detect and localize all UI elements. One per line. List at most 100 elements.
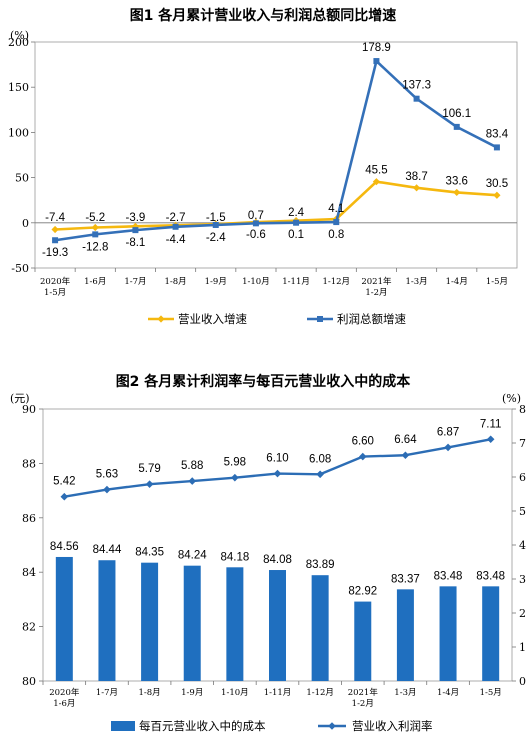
chart1-revenue-data-label: -5.2	[85, 212, 105, 224]
chart2-margin-data-label: 7.11	[480, 418, 502, 430]
chart2-cost-bar	[396, 589, 414, 681]
chart1-profit-data-label: 0.1	[288, 229, 304, 241]
chart2-margin-data-label: 5.88	[181, 460, 203, 472]
chart1-profit-data-label: 83.4	[486, 128, 509, 140]
chart1-xtick-label: 1-8月	[164, 277, 186, 287]
chart2-margin-data-label: 6.64	[394, 434, 417, 446]
chart2-cost-bar	[141, 562, 159, 681]
chart1-xtick-label: 1-5月	[486, 277, 508, 287]
chart2-cost-data-label: 83.48	[434, 570, 463, 582]
chart2-xtick-label: 1-11月	[264, 688, 292, 698]
chart1-revenue-data-label: 38.7	[405, 171, 427, 183]
chart2-margin-data-label: 6.87	[437, 426, 459, 438]
chart1-revenue-data-label: -3.9	[126, 212, 146, 224]
chart2-title: 图2 各月累计利润率与每百元营业收入中的成本	[116, 373, 412, 390]
chart2-y2tick-label: 8	[519, 403, 526, 416]
chart2-y2tick-label: 4	[519, 539, 526, 552]
chart1-ytick-label: -50	[11, 262, 29, 275]
chart1-series-line-revenue	[55, 180, 498, 231]
chart1-xtick-label: 2020年 1-5月	[40, 276, 71, 298]
chart2-y2tick-label: 0	[519, 675, 526, 688]
chart1-revenue-point	[372, 178, 381, 186]
chart2-cost-bar	[55, 556, 73, 681]
chart2-margin-data-label: 5.98	[224, 457, 246, 469]
chart1-ytick-label: 100	[8, 126, 29, 139]
chart2-y2tick-label: 5	[519, 505, 526, 518]
chart2-ylabel: (元)	[10, 392, 30, 405]
chart1-revenue-data-label: 33.6	[446, 175, 468, 187]
chart1-ytick-label: 50	[15, 172, 29, 185]
chart2-margin-point	[401, 451, 410, 460]
chart2-y2tick-label: 1	[519, 641, 526, 654]
chart1-profit-point	[413, 95, 420, 102]
chart2-margin-point	[273, 469, 282, 478]
chart1-revenue-data-label: 4.1	[328, 203, 344, 215]
chart1-profit-data-label: 137.3	[402, 80, 431, 92]
chart2-y2tick-label: 3	[519, 573, 526, 586]
chart1-xtick-label: 2021年 1-2月	[361, 276, 392, 298]
chart2-xtick-label: 1-12月	[306, 688, 334, 698]
chart1-revenue-data-label: -2.7	[166, 212, 186, 224]
chart1-revenue-point	[493, 191, 501, 199]
chart2-margin-point	[444, 443, 452, 452]
chart1-legend-label-revenue: 营业收入增速	[178, 312, 247, 326]
chart2-cost-bar	[98, 560, 116, 681]
chart2-margin-point	[231, 473, 239, 482]
chart1-revenue-point	[51, 225, 59, 234]
chart2-cost-data-label: 83.48	[476, 570, 505, 582]
chart1-xtick-label: 1-10月	[242, 277, 270, 287]
chart2-margin-point	[486, 435, 495, 444]
chart1-ytick-label: 150	[8, 81, 29, 94]
chart2-xtick-label: 2021年 1-2月	[348, 687, 379, 709]
chart1-revenue-point	[91, 223, 99, 232]
chart2-margin-data-label: 5.42	[53, 476, 75, 488]
chart1-profit-point	[252, 220, 259, 227]
chart2-xtick-label: 1-4月	[437, 688, 459, 698]
chart1-revenue-data-label: 45.5	[365, 165, 387, 177]
chart1-profit-data-label: -2.4	[206, 232, 226, 244]
chart2-ytick-label: 80	[22, 675, 36, 688]
chart1-revenue-data-label: 30.5	[486, 178, 508, 190]
chart2-ytick-label: 84	[22, 566, 36, 579]
chart2-cost-data-label: 84.35	[135, 547, 164, 559]
chart2-margin-point	[358, 452, 367, 461]
chart2-cost-bar	[482, 586, 500, 681]
chart2-margin-data-label: 6.08	[309, 453, 331, 465]
chart1-xtick-label: 1-12月	[322, 277, 350, 287]
chart1-xtick-label: 1-4月	[446, 277, 468, 287]
chart1-xtick-label: 1-6月	[84, 277, 106, 287]
chart2-cost-bar	[354, 601, 372, 681]
chart1-profit-point	[52, 237, 59, 244]
chart2-cost-bar	[311, 575, 329, 681]
chart1-profit-point	[453, 123, 460, 130]
chart1-ytick-label: 200	[8, 36, 29, 49]
chart2-margin-point	[60, 492, 69, 501]
chart1-legend-label-profit: 利润总额增速	[337, 312, 406, 326]
chart2-ytick-label: 86	[22, 512, 36, 525]
chart1-revenue-data-label: -7.4	[45, 212, 65, 224]
chart2-cost-bar	[269, 570, 286, 681]
chart1-revenue-data-label: 0.7	[248, 210, 264, 222]
chart1-series-line-profit	[54, 59, 498, 242]
chart1-revenue-point	[412, 184, 421, 192]
chart2-legend-label-margin: 营业收入利润率	[352, 719, 433, 733]
chart1-profit-data-label: -4.4	[166, 234, 186, 246]
chart1-title: 图1 各月累计营业收入与利润总额同比增速	[130, 7, 397, 24]
chart2-cost-data-label: 82.92	[348, 586, 377, 598]
chart2-xtick-label: 1-7月	[96, 688, 118, 698]
chart1-profit-data-label: 106.1	[442, 108, 471, 120]
chart2-cost-bar	[226, 567, 244, 681]
chart2-cost-data-label: 83.89	[306, 559, 335, 571]
chart2-margin-point	[103, 485, 111, 494]
chart2-ytick-label: 82	[22, 621, 36, 634]
chart2-margin-point	[188, 477, 197, 485]
chart2-legend-bar-swatch	[111, 721, 135, 731]
chart1-profit-data-label: -8.1	[126, 237, 146, 249]
chart2-ytick-label: 88	[22, 457, 36, 470]
chart1-profit-point	[333, 219, 340, 226]
chart2-cost-bar	[439, 586, 457, 681]
chart2-margin-data-label: 6.60	[352, 436, 374, 448]
chart2-xtick-label: 1-8月	[138, 688, 160, 698]
